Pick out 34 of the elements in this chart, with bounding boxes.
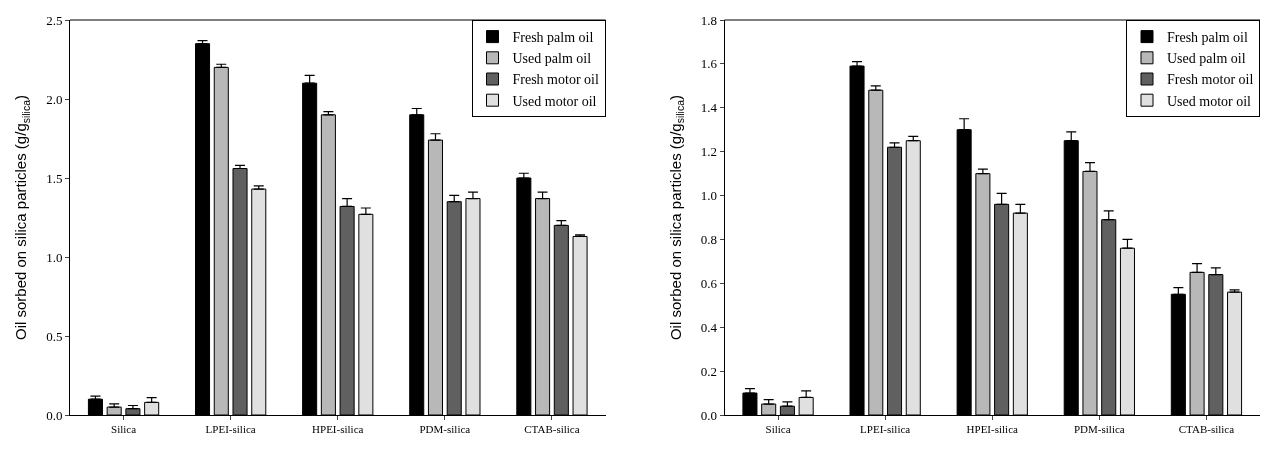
y-tick-label: 1.5	[46, 170, 63, 186]
y-tick-label: 0.4	[700, 319, 718, 335]
x-tick-label: PDM-silica	[419, 423, 471, 436]
y-tick-label: 1.0	[46, 249, 63, 265]
y-tick-label: 0.0	[46, 407, 63, 423]
legend-label: Fresh palm oil	[1167, 30, 1248, 46]
y-tick-label: 2.5	[46, 12, 63, 28]
x-tick-label: LPEI-silica	[205, 423, 256, 436]
x-tick-label: Silica	[765, 423, 791, 436]
y-tick-label: 0.8	[700, 231, 717, 247]
y-tick-label: 0.5	[46, 328, 63, 344]
y-tick-label: 1.6	[700, 56, 718, 72]
y-tick-label: 1.0	[700, 188, 717, 204]
y-tick-label: 0.2	[700, 363, 717, 379]
legend-label: Fresh palm oil	[512, 30, 594, 46]
legend-label: Fresh motor oil	[1167, 72, 1254, 88]
y-tick-label: 2.0	[46, 91, 63, 107]
y-tick-label: 0.6	[700, 275, 718, 291]
y-tick-label: 0.0	[700, 407, 717, 423]
legend-label: Used motor oil	[1167, 93, 1252, 109]
x-tick-label: CTAB-silica	[1178, 423, 1235, 436]
x-tick-label: CTAB-silica	[524, 423, 580, 436]
x-tick-label: PDM-silica	[1073, 423, 1125, 436]
x-tick-label: HPEI-silica	[966, 423, 1019, 436]
x-tick-label: Silica	[111, 423, 137, 436]
legend-label: Used palm oil	[1167, 51, 1246, 67]
x-tick-label: HPEI-silica	[312, 423, 364, 436]
y-tick-label: 1.8	[700, 12, 717, 28]
legend-label: Used palm oil	[512, 51, 592, 67]
x-tick-label: LPEI-silica	[860, 423, 911, 436]
y-tick-label: 1.4	[700, 100, 718, 116]
legend-label: Used motor oil	[512, 93, 597, 109]
y-tick-label: 1.2	[700, 144, 717, 160]
legend-label: Fresh motor oil	[512, 72, 599, 88]
